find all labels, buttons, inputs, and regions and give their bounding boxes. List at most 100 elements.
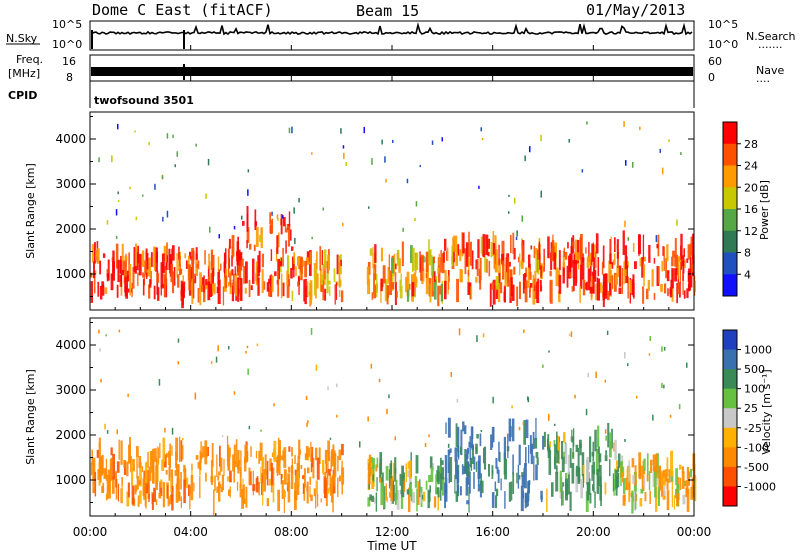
echo-mark: [310, 494, 313, 502]
echo-mark: [363, 126, 365, 134]
echo-mark: [98, 329, 100, 334]
echo-mark: [675, 468, 678, 485]
echo-mark: [585, 247, 587, 254]
colorbar-tick-label: 100: [744, 383, 765, 396]
colorbar-tick-label: 25: [744, 402, 758, 415]
echo-mark: [163, 274, 167, 298]
echo-mark: [372, 457, 375, 469]
echo-mark: [367, 278, 371, 295]
echo-mark: [308, 291, 312, 296]
echo-mark: [273, 403, 275, 407]
echo-mark: [371, 158, 373, 165]
echo-mark: [324, 288, 327, 301]
echo-mark: [336, 254, 339, 275]
echo-mark: [136, 457, 138, 479]
echo-mark: [271, 275, 274, 293]
echo-mark: [311, 152, 313, 155]
echo-mark: [280, 261, 282, 267]
echo-mark: [138, 480, 142, 485]
echo-mark: [592, 461, 595, 475]
echo-mark: [148, 142, 150, 146]
echo-mark: [248, 279, 251, 298]
echo-mark: [540, 495, 543, 503]
echo-mark: [680, 255, 682, 270]
echo-mark: [175, 437, 179, 461]
echo-mark: [604, 379, 607, 383]
colorbar-tick-label: 24: [744, 160, 758, 173]
echo-mark: [340, 128, 342, 134]
echo-mark: [105, 334, 107, 337]
echo-mark: [642, 460, 644, 466]
colorbar-swatch: [723, 408, 737, 429]
echo-mark: [524, 492, 528, 503]
echo-mark: [338, 289, 341, 297]
echo-mark: [389, 463, 392, 486]
echo-mark: [231, 255, 233, 267]
echo-mark: [209, 226, 211, 233]
echo-mark: [667, 288, 669, 297]
echo-mark: [659, 466, 661, 491]
echo-mark: [602, 291, 606, 301]
echo-mark: [320, 498, 322, 503]
echo-mark: [665, 258, 667, 279]
freq-panel: Freq. [MHz] 16 8 60 0 Nave ....: [8, 53, 784, 85]
echo-mark: [519, 281, 521, 299]
echo-mark: [585, 491, 589, 512]
echo-mark: [199, 282, 202, 306]
echo-mark: [597, 257, 600, 277]
colorbar-swatch: [723, 187, 737, 210]
echo-mark: [137, 495, 140, 507]
echo-mark: [165, 261, 168, 270]
colorbar-swatch: [723, 447, 737, 468]
echo-mark: [127, 393, 129, 397]
echo-mark: [241, 258, 244, 267]
echo-mark: [413, 272, 417, 285]
echo-mark: [208, 253, 210, 269]
echo-mark: [341, 460, 343, 478]
echo-mark: [124, 255, 128, 261]
echo-mark: [595, 371, 597, 379]
echo-mark: [539, 285, 543, 292]
colorbar-swatch: [723, 330, 737, 351]
echo-mark: [597, 425, 600, 448]
echo-mark: [263, 281, 266, 290]
colorbar-swatch: [723, 486, 737, 507]
echo-mark: [547, 236, 550, 259]
echo-mark: [632, 243, 635, 252]
nave-tick-bottom: 0: [708, 71, 715, 84]
nsearch-label: N.Search: [746, 30, 796, 43]
echo-mark: [671, 268, 674, 289]
echo-mark: [682, 494, 686, 505]
colorbar-swatch: [723, 349, 737, 370]
echo-mark: [510, 481, 513, 501]
echo-mark: [434, 271, 436, 283]
echo-mark: [169, 498, 172, 505]
echo-mark: [305, 285, 309, 297]
colorbar-tick-label: -25: [744, 422, 762, 435]
echo-mark: [559, 470, 562, 493]
echo-mark: [433, 256, 435, 264]
echo-mark: [609, 432, 612, 458]
echo-mark: [183, 464, 186, 473]
echo-mark: [666, 244, 669, 262]
echo-mark: [444, 484, 448, 502]
echo-mark: [591, 271, 595, 294]
echo-mark: [689, 269, 692, 291]
echo-mark: [566, 483, 568, 496]
colorbar-tick-label: 1000: [744, 344, 772, 357]
echo-mark: [616, 239, 619, 259]
echo-mark: [123, 460, 126, 475]
echo-mark: [523, 420, 526, 445]
echo-mark: [509, 426, 512, 438]
echo-mark: [116, 429, 118, 435]
echo-mark: [498, 441, 500, 462]
echo-mark: [568, 333, 571, 337]
echo-mark: [238, 265, 242, 290]
echo-mark: [646, 474, 649, 482]
echo-mark: [309, 476, 312, 485]
echo-mark: [419, 165, 421, 168]
echo-mark: [149, 451, 152, 469]
echo-mark: [571, 237, 573, 253]
echo-mark: [398, 258, 401, 273]
echo-mark: [458, 328, 461, 336]
